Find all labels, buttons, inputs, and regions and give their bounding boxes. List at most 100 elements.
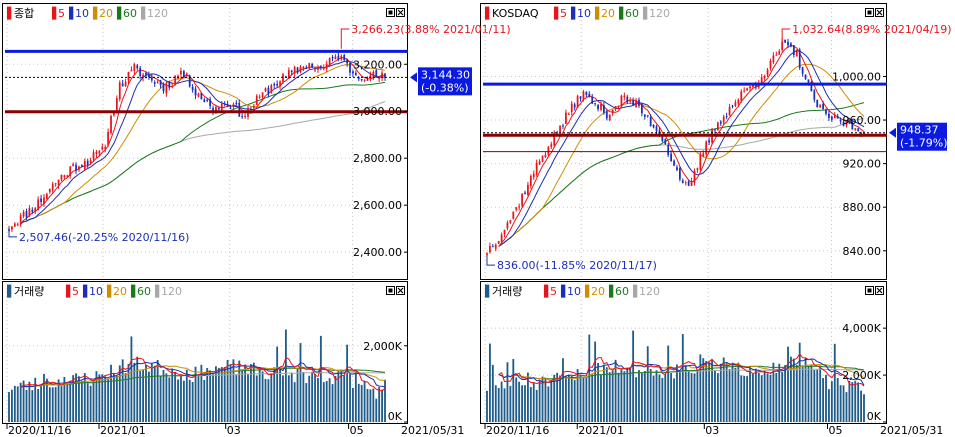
candle-body [317,67,319,70]
current-price-value: 948.37 [900,124,939,137]
candle-body [550,144,553,147]
candle-body [136,65,139,69]
volume-bar [804,357,807,422]
candle-body [346,59,348,64]
volume-bar [197,375,200,422]
candle-body [828,113,830,118]
candle-body [678,168,681,180]
volume-bar [810,365,813,422]
ma20-line [20,64,386,225]
candle-body [325,63,328,69]
candle-body [497,241,500,244]
candle-body [529,175,532,187]
volume-bar [863,394,865,422]
volume-bar [136,356,139,422]
candle-body [194,88,197,96]
candle-body [197,93,200,97]
legend-marker-ma10: ▌ [68,6,77,20]
candle-body [851,121,854,130]
candle-body [506,222,509,229]
candle-body [217,107,220,110]
candle-body [46,194,48,199]
volume-bar [279,368,281,422]
volume-bar [728,369,731,422]
volume-bar [518,381,521,422]
volume-bar [107,378,110,422]
candle-body [810,81,813,92]
candle-body [343,54,346,61]
candle-body [86,160,89,166]
candle-body [40,198,42,203]
y-tick-label: 840.00 [843,245,882,258]
candle-body [746,88,748,91]
candle-body [489,245,491,253]
volume-bar [664,374,667,422]
candle-body [643,114,646,117]
window-restore-icon-glyph [388,10,393,15]
volume-bar [532,383,535,422]
left-volume-window-icons[interactable] [386,286,405,295]
close-icon-glyph [397,9,404,16]
right-volume-window-icons[interactable] [865,286,884,295]
candle-body [203,99,206,102]
legend-ma10: 10 [89,285,103,298]
right-current-price-tag: 948.37 (-1.79%) [889,122,948,151]
candle-body [842,121,845,126]
candle-body [250,108,252,110]
low-label: 2,507.46(-20.25% 2020/11/16) [19,231,189,244]
volume-bar [83,373,86,422]
volume-bar [340,369,343,422]
legend-ma20: 20 [601,7,615,20]
candle-body [182,71,185,78]
volume-bar [851,382,854,422]
left-price-panel: 3,200.00 3,000.00 2,800.00 2,600.00 2,400.00… [5,4,511,278]
volume-bar [535,389,538,422]
volume-bar [676,364,678,422]
volume-bar [746,376,749,422]
volume-bar [366,388,369,422]
volume-bar [235,375,238,422]
volume-bar [743,375,746,422]
candle-body [772,55,775,63]
candle-body [740,91,743,101]
candle-body [559,125,561,132]
candle-body [532,173,535,178]
volume-bar [322,382,325,422]
volume-ma5-line [20,356,386,392]
y-tick-label: 2,800.00 [353,152,402,165]
candle-body [737,99,740,104]
candle-body [617,105,620,108]
legend-marker-ma60: ▌ [618,6,627,20]
candle-body [209,99,212,107]
volume-bar [550,380,553,422]
volume-bar [95,371,98,422]
volume-bar [801,365,804,422]
candle-body [696,168,699,170]
volume-bar [763,370,766,422]
low-label: 836.00(-11.85% 2020/11/17) [497,259,657,272]
left-volume-bars [8,329,386,422]
current-price-arrow-icon [410,72,417,83]
candle-body [521,193,523,206]
candle-body [699,154,702,170]
candle-body [798,49,801,68]
candle-body [544,154,547,158]
volume-bar [819,365,822,422]
legend-marker: ▌ [6,6,15,20]
volume-bar [716,373,719,422]
left-price-window-icons[interactable] [386,8,405,17]
left-price-legend: ▌ 종합 ▌5 ▌10 ▌20 ▌60 ▌120 [6,6,168,20]
candle-body [54,183,57,185]
volume-bar [13,385,16,422]
y-tick-label: 3,000.00 [353,105,402,118]
close-icon-glyph [876,287,883,294]
x-tick-label: 05 [350,424,364,437]
right-price-window-icons[interactable] [865,8,884,17]
volume-bar [515,377,518,422]
candle-body [83,160,86,169]
x-tick-label: 2021/01 [100,424,146,437]
volume-bar [576,369,579,422]
volume-bar [681,334,684,422]
volume-bar [101,374,104,422]
volume-bar [188,379,191,422]
